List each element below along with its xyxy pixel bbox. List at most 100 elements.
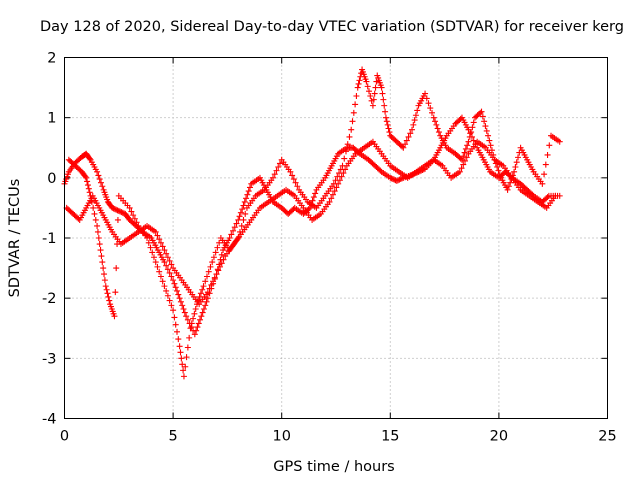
data-point xyxy=(233,220,240,227)
data-point xyxy=(405,133,412,140)
data-point xyxy=(119,209,126,216)
data-point xyxy=(94,222,101,229)
data-point xyxy=(218,260,225,267)
data-point xyxy=(290,176,297,183)
data-point xyxy=(97,247,104,254)
data-point xyxy=(462,145,469,152)
data-point xyxy=(118,209,125,216)
data-point xyxy=(243,195,250,202)
data-point xyxy=(82,173,89,180)
data-point xyxy=(207,263,214,270)
data-point xyxy=(202,278,209,285)
data-point xyxy=(203,273,210,280)
data-point xyxy=(106,297,113,304)
data-point xyxy=(240,216,247,223)
data-point xyxy=(464,142,471,149)
data-point xyxy=(168,273,175,280)
data-point xyxy=(352,101,359,108)
data-point xyxy=(181,309,188,316)
data-point xyxy=(367,93,374,100)
data-point xyxy=(240,202,247,209)
data-point xyxy=(144,235,151,241)
data-point xyxy=(469,124,476,131)
data-point xyxy=(355,80,362,87)
y-tick-label: -1 xyxy=(42,231,56,247)
data-point xyxy=(377,167,384,174)
data-point xyxy=(294,183,301,190)
data-point xyxy=(164,292,171,299)
data-point xyxy=(460,161,467,168)
data-point xyxy=(310,194,317,201)
data-point xyxy=(154,263,161,270)
data-point xyxy=(114,207,121,214)
data-point xyxy=(326,198,333,205)
data-point xyxy=(463,154,470,161)
data-point xyxy=(461,149,468,156)
data-point xyxy=(556,138,563,145)
data-point xyxy=(168,261,175,268)
data-point xyxy=(397,176,404,183)
data-point xyxy=(353,93,360,100)
data-point xyxy=(200,305,207,312)
data-point xyxy=(198,313,205,320)
data-point xyxy=(402,141,409,148)
data-point xyxy=(174,287,181,294)
data-point xyxy=(180,373,187,380)
data-point xyxy=(239,206,246,213)
data-point xyxy=(176,343,183,350)
data-point xyxy=(197,290,204,297)
data-point xyxy=(111,206,118,213)
data-point xyxy=(541,171,548,178)
data-point xyxy=(411,117,418,124)
data-point xyxy=(433,121,440,128)
data-point xyxy=(400,144,407,151)
chart-title: Day 128 of 2020, Sidereal Day-to-day VTE… xyxy=(40,19,624,35)
data-point xyxy=(486,137,493,144)
data-point xyxy=(460,153,467,160)
data-point xyxy=(346,133,353,140)
data-point xyxy=(425,100,432,107)
data-point xyxy=(95,235,102,241)
data-point xyxy=(180,305,187,312)
data-point xyxy=(111,313,118,320)
data-point xyxy=(470,137,477,144)
series-track-b xyxy=(65,66,563,380)
y-tick-labels: -4 -3 -2 -1 0 1 2 xyxy=(42,51,56,428)
data-point xyxy=(458,165,465,172)
data-point xyxy=(175,336,182,343)
data-point xyxy=(329,191,336,198)
data-point xyxy=(213,271,220,278)
data-point xyxy=(470,119,477,126)
data-point xyxy=(238,222,245,229)
data-point xyxy=(275,164,282,171)
data-point xyxy=(85,185,92,192)
data-point xyxy=(386,129,393,136)
data-point xyxy=(373,78,380,85)
data-point xyxy=(99,259,106,266)
data-point xyxy=(164,266,171,273)
data-point xyxy=(432,118,439,125)
data-point xyxy=(180,367,187,374)
data-point xyxy=(389,176,396,183)
data-point xyxy=(544,151,551,158)
data-point xyxy=(105,293,112,300)
data-point xyxy=(483,127,490,134)
data-point xyxy=(354,84,361,91)
data-point xyxy=(192,305,199,312)
data-point xyxy=(188,320,195,327)
data-point xyxy=(95,172,102,179)
data-point xyxy=(86,189,93,196)
data-point xyxy=(191,310,198,317)
data-point xyxy=(228,231,235,238)
data-point xyxy=(100,265,107,272)
data-point xyxy=(216,239,223,246)
x-tick-label: 20 xyxy=(490,429,508,445)
data-point xyxy=(214,244,221,251)
data-point xyxy=(465,138,472,145)
data-point xyxy=(199,286,206,293)
data-points xyxy=(61,66,563,380)
data-point xyxy=(333,184,340,191)
data-point xyxy=(434,125,441,132)
data-point xyxy=(393,177,400,184)
data-point xyxy=(161,259,168,266)
